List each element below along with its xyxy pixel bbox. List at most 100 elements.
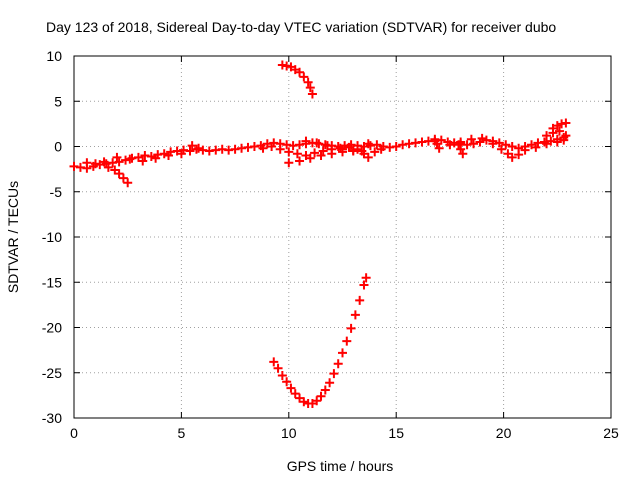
data-point — [286, 383, 296, 393]
data-point — [284, 147, 294, 157]
data-point — [456, 144, 466, 154]
data-point — [477, 133, 487, 143]
data-point — [561, 118, 571, 128]
data-point — [559, 135, 569, 145]
data-point — [507, 142, 517, 151]
data-point — [273, 363, 283, 373]
data-point — [350, 310, 360, 320]
data-point — [151, 153, 161, 163]
data-point — [305, 153, 315, 163]
data-point — [123, 178, 133, 188]
data-point — [114, 169, 124, 179]
data-points — [69, 60, 571, 409]
data-point — [194, 143, 204, 153]
data-point — [299, 72, 309, 82]
data-point — [359, 280, 369, 290]
data-point — [138, 156, 148, 166]
y-tick-label: -25 — [42, 365, 62, 381]
data-point — [507, 152, 517, 162]
data-point — [370, 147, 380, 157]
data-point — [542, 139, 552, 149]
data-point — [501, 140, 511, 150]
data-point — [258, 143, 268, 153]
data-point — [164, 151, 174, 161]
y-tick-label: 10 — [46, 48, 62, 64]
x-tick-label: 0 — [70, 425, 78, 441]
data-point — [445, 140, 455, 150]
data-point — [301, 136, 311, 146]
data-point — [312, 138, 322, 148]
data-point — [292, 149, 302, 159]
data-point — [363, 139, 373, 149]
data-point — [275, 144, 285, 154]
data-point — [520, 145, 530, 155]
y-tick-label: -15 — [42, 274, 62, 290]
data-point — [125, 154, 135, 164]
data-point — [496, 144, 506, 154]
data-point — [453, 140, 463, 150]
data-point — [318, 146, 328, 156]
x-tick-label: 20 — [496, 425, 512, 441]
data-point — [114, 157, 124, 167]
data-point — [355, 295, 365, 305]
data-point — [118, 173, 128, 183]
data-point — [372, 140, 382, 150]
data-point — [82, 158, 92, 168]
axis-ticks: 0 5 10 15 20 25 10 5 0 -5 -10 -15 -20 -25 -30 — [42, 48, 619, 441]
y-axis-label: SDTVAR / TECUs — [5, 181, 21, 293]
x-tick-label: 5 — [178, 425, 186, 441]
data-point — [333, 359, 343, 369]
data-point — [361, 273, 371, 283]
data-point — [284, 158, 294, 168]
data-point — [282, 377, 292, 387]
x-tick-label: 15 — [388, 425, 404, 441]
data-point — [103, 162, 113, 172]
data-point — [316, 151, 326, 161]
chart-title: Day 123 of 2018, Sidereal Day-to-day VTE… — [46, 19, 556, 35]
data-point — [466, 134, 476, 144]
y-tick-label: -20 — [42, 320, 62, 336]
y-tick-label: -30 — [42, 410, 62, 426]
x-axis-label: GPS time / hours — [287, 458, 394, 474]
data-point — [146, 151, 156, 161]
data-point — [327, 149, 337, 159]
data-point — [554, 126, 564, 136]
data-point — [305, 83, 315, 93]
data-point — [322, 141, 332, 151]
data-point — [348, 145, 358, 155]
data-point — [325, 378, 335, 388]
data-point — [434, 143, 444, 153]
x-tick-label: 25 — [603, 425, 619, 441]
data-point — [561, 131, 571, 141]
data-point — [432, 139, 442, 149]
data-point — [488, 139, 498, 149]
data-point — [277, 370, 287, 380]
data-point — [269, 357, 279, 367]
data-point — [112, 152, 122, 162]
data-point — [295, 67, 305, 77]
data-point — [376, 144, 386, 154]
data-point — [312, 396, 322, 406]
data-point — [342, 336, 352, 346]
data-point — [338, 144, 347, 154]
data-point — [159, 149, 169, 159]
data-point — [391, 142, 401, 151]
data-point — [430, 134, 440, 144]
y-tick-label: -5 — [50, 184, 63, 200]
x-tick-label: 10 — [281, 425, 297, 441]
data-point — [514, 150, 524, 160]
data-point — [329, 369, 339, 379]
data-point — [187, 141, 197, 151]
data-point — [338, 348, 347, 358]
data-point — [290, 389, 300, 399]
y-tick-label: -10 — [42, 229, 62, 245]
data-point — [176, 149, 186, 159]
data-point — [552, 137, 562, 147]
data-point — [316, 391, 326, 401]
data-point — [552, 121, 562, 131]
data-point — [90, 159, 100, 169]
data-point — [531, 142, 541, 152]
y-tick-label: 5 — [54, 93, 62, 109]
data-point — [99, 157, 109, 167]
